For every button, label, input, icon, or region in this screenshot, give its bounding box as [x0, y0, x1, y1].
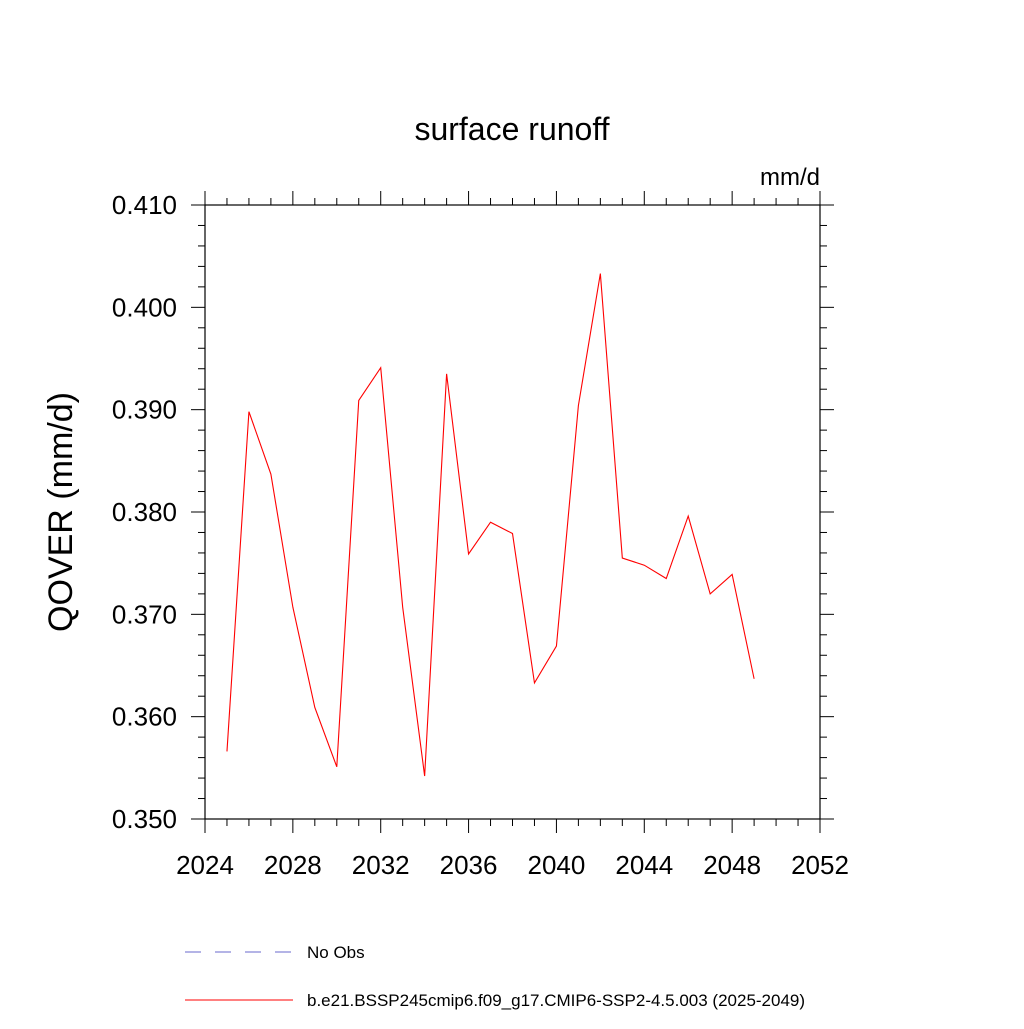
y-tick-label: 0.390 [112, 395, 177, 425]
y-tick-label: 0.380 [112, 497, 177, 527]
series-line-1 [226, 273, 755, 777]
x-tick-label: 2048 [703, 850, 761, 880]
x-tick-label: 2040 [528, 850, 586, 880]
y-tick-label: 0.350 [112, 804, 177, 834]
y-tick-label: 0.360 [112, 702, 177, 732]
legend-label-0: No Obs [307, 943, 365, 962]
x-tick-label: 2044 [615, 850, 673, 880]
x-tick-label: 2024 [176, 850, 234, 880]
y-tick-label: 0.400 [112, 292, 177, 322]
plot-frame [204, 204, 821, 820]
chart-title: surface runoff [414, 111, 609, 147]
x-tick-label: 2052 [791, 850, 849, 880]
x-tick-label: 2028 [264, 850, 322, 880]
y-tick-label: 0.410 [112, 190, 177, 220]
legend: No Obs b.e21.BSSP245cmip6.f09_g17.CMIP6-S… [185, 943, 805, 1010]
plot-axes: 2024 2028 2032 2036 2040 2044 2048 2052 0.350 0.3… [112, 190, 849, 880]
y-axis-label: QOVER (mm/d) [42, 392, 80, 632]
units-label: mm/d [760, 164, 820, 191]
plot-area [226, 273, 755, 777]
x-tick-label: 2036 [440, 850, 498, 880]
x-tick-label: 2032 [352, 850, 410, 880]
y-tick-label: 0.370 [112, 599, 177, 629]
legend-label-1: b.e21.BSSP245cmip6.f09_g17.CMIP6-SSP2-4.… [307, 991, 805, 1010]
